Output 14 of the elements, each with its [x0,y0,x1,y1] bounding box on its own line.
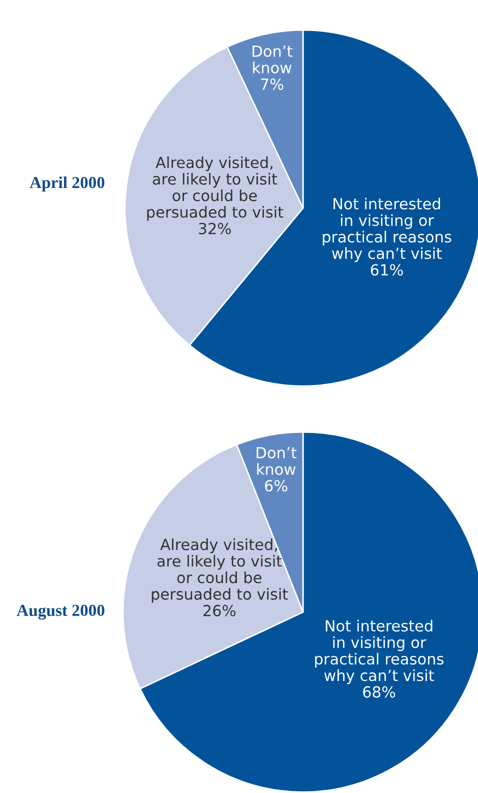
data-label: 6% [264,480,288,492]
data-label: 61% [370,264,403,276]
data-label: 26% [203,604,236,616]
slice-label: Not interested in visiting or practical reasons why can’t visit [322,198,452,262]
data-label: 7% [261,78,284,90]
text: April 2000 [30,176,104,192]
slice-label: Don’t know [256,447,296,475]
data-label: 68% [363,686,396,698]
text: August 2000 [16,604,104,620]
data-label: 32% [198,222,231,234]
slice-label: Already visited, are likely to visit or could be persuaded to visit [147,156,284,221]
slice-label: Already visited, are likely to visit or could be persuaded to visit [152,538,288,603]
slice-label: Not interested in visiting or practical reasons why can’t visit [315,620,444,684]
slice-label: Don’t know [252,46,292,74]
